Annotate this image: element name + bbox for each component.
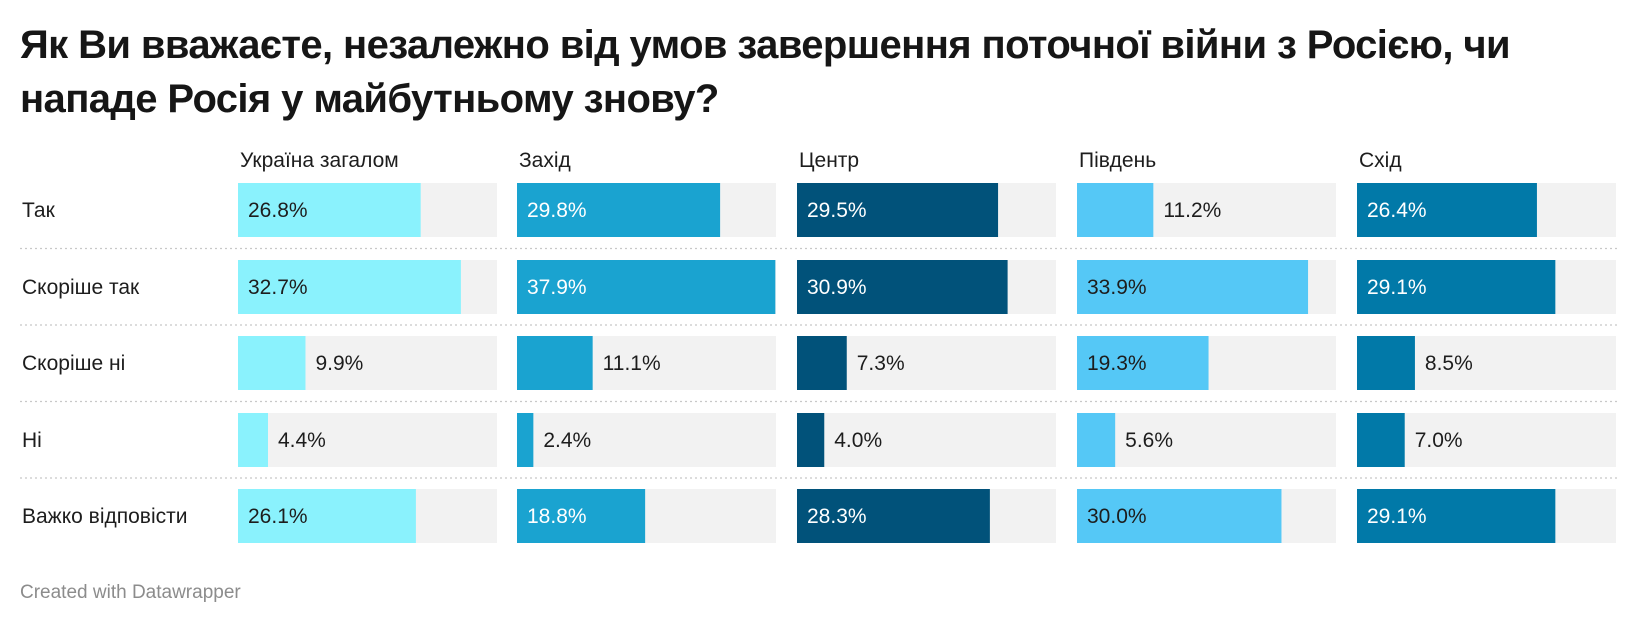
value-label-0-3: 4.4%	[278, 429, 326, 452]
value-label-0-0: 26.8%	[248, 199, 308, 222]
bar-4-3	[1357, 413, 1405, 467]
bar-4-1	[1357, 260, 1556, 314]
value-label-4-1: 29.1%	[1367, 276, 1427, 299]
bar-0-4	[238, 489, 416, 543]
bar-0-1	[238, 260, 461, 314]
value-label-1-0: 29.8%	[527, 199, 587, 222]
value-label-3-1: 33.9%	[1087, 276, 1147, 299]
bar-3-0	[1077, 183, 1154, 237]
value-label-3-2: 19.3%	[1087, 352, 1147, 375]
value-label-1-4: 18.8%	[527, 505, 587, 528]
bar-background	[1077, 413, 1336, 467]
bar-4-4	[1357, 489, 1556, 543]
column-header-3: Південь	[1079, 149, 1156, 172]
bar-background	[797, 413, 1056, 467]
value-label-4-0: 26.4%	[1367, 199, 1427, 222]
value-label-4-4: 29.1%	[1367, 505, 1427, 528]
column-header-2: Центр	[799, 149, 859, 172]
value-label-3-3: 5.6%	[1125, 429, 1173, 452]
value-label-2-0: 29.5%	[807, 199, 867, 222]
bar-0-0	[238, 183, 421, 237]
bar-background	[238, 413, 497, 467]
value-label-4-3: 7.0%	[1415, 429, 1463, 452]
value-label-1-2: 11.1%	[603, 352, 661, 375]
row-label-2: Скоріше ні	[22, 352, 125, 375]
value-label-4-2: 8.5%	[1425, 352, 1473, 375]
bar-2-1	[797, 260, 1008, 314]
row-label-0: Так	[22, 199, 56, 222]
bar-4-2	[1357, 336, 1415, 390]
bar-0-2	[238, 336, 306, 390]
column-header-4: Схід	[1359, 149, 1402, 172]
value-label-2-4: 28.3%	[807, 505, 867, 528]
bar-background	[517, 413, 776, 467]
bar-2-2	[797, 336, 847, 390]
bar-1-4	[517, 489, 646, 543]
row-label-1: Скоріше так	[22, 276, 140, 299]
value-label-2-1: 30.9%	[807, 276, 867, 299]
bar-1-1	[517, 260, 776, 314]
footer-credit: Created with Datawrapper	[20, 582, 241, 603]
value-label-0-2: 9.9%	[315, 352, 363, 375]
bar-1-2	[517, 336, 593, 390]
bar-2-0	[797, 183, 999, 237]
column-header-0: Україна загалом	[240, 149, 399, 172]
value-label-0-4: 26.1%	[248, 505, 308, 528]
bar-3-4	[1077, 489, 1282, 543]
bar-3-3	[1077, 413, 1116, 467]
column-header-1: Захід	[519, 149, 571, 172]
bar-2-3	[797, 413, 825, 467]
value-label-3-0: 11.2%	[1163, 199, 1221, 222]
row-label-4: Важко відповісти	[22, 505, 187, 528]
chart-area: Так Скоріше так Скоріше ні Ні Важко відповіс…	[20, 149, 1618, 543]
value-label-1-1: 37.9%	[527, 276, 587, 299]
row-label-3: Ні	[22, 429, 42, 452]
bar-1-0	[517, 183, 721, 237]
bar-0-3	[238, 413, 268, 467]
value-label-2-2: 7.3%	[857, 352, 905, 375]
value-label-2-3: 4.0%	[834, 429, 882, 452]
value-label-1-3: 2.4%	[543, 429, 591, 452]
bar-3-1	[1077, 260, 1309, 314]
value-label-3-4: 30.0%	[1087, 505, 1147, 528]
bar-1-3	[517, 413, 534, 467]
bar-2-4	[797, 489, 990, 543]
bar-4-0	[1357, 183, 1537, 237]
value-label-0-1: 32.7%	[248, 276, 308, 299]
bar-3-2	[1077, 336, 1209, 390]
chart-title: Як Ви вважаєте, незалежно від умов завер…	[20, 23, 1511, 121]
